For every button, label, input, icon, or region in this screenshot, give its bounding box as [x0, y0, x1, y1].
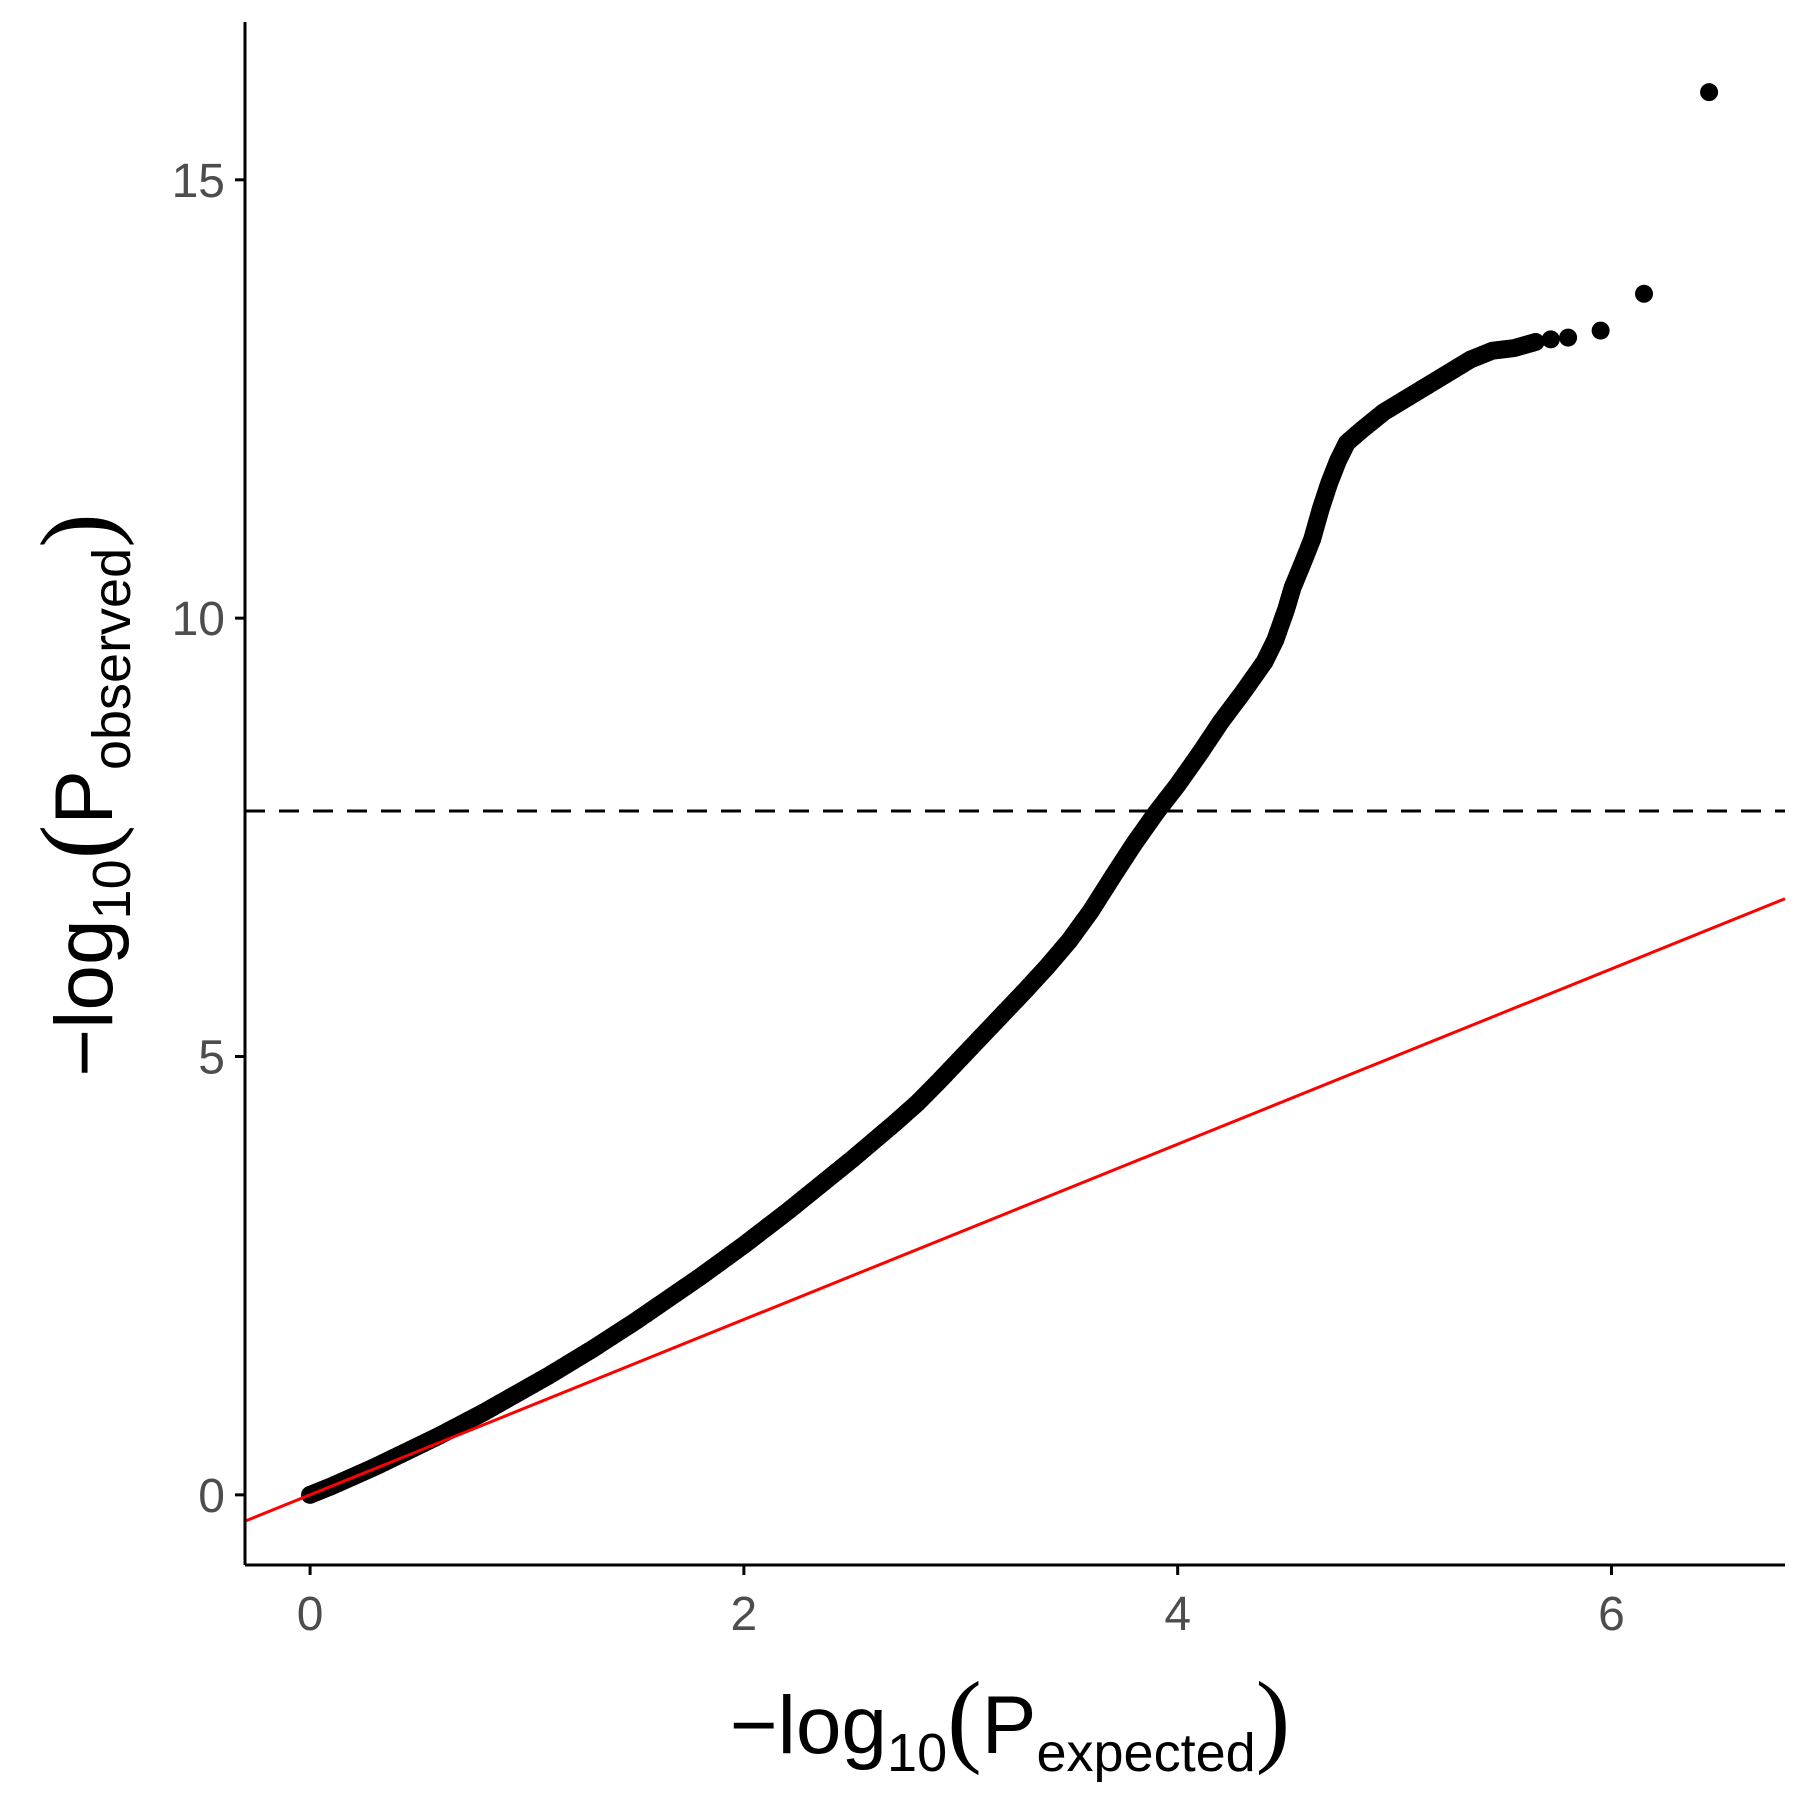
data-point	[1591, 321, 1610, 340]
x-axis-ticks: 0 2 4 6	[297, 1565, 1625, 1641]
y-axis-title: −log10(Pobserved)	[20, 513, 142, 1077]
x-axis-title-prefix: −log	[730, 1680, 887, 1771]
data-point	[1635, 284, 1654, 303]
x-axis-title-symbol-subscript: expected	[1036, 1723, 1255, 1783]
data-point	[1541, 330, 1560, 349]
y-axis-title-open-paren: (	[20, 825, 135, 860]
data-point	[1526, 332, 1545, 351]
x-axis-title-symbol: P	[982, 1680, 1037, 1771]
y-axis-ticks: 0 5 10 15	[172, 155, 245, 1523]
y-tick-label: 10	[172, 593, 225, 646]
x-axis-title-subscript: 10	[887, 1723, 947, 1783]
x-axis-title: −log10(Pexpected)	[730, 1661, 1291, 1783]
data-points	[301, 83, 1719, 1504]
data-point	[1700, 83, 1719, 102]
x-tick-label: 0	[297, 1588, 324, 1641]
x-tick-label: 4	[1164, 1588, 1191, 1641]
x-axis-title-close-paren: )	[1256, 1661, 1291, 1776]
y-axis-title-subscript: 10	[82, 859, 142, 919]
y-axis-title-prefix: −log	[39, 919, 130, 1076]
reference-line	[244, 897, 1786, 1523]
y-axis-title-symbol: P	[39, 770, 130, 825]
y-tick-label: 0	[198, 1470, 225, 1523]
data-point	[1559, 328, 1578, 347]
x-axis-title-open-paren: (	[947, 1661, 982, 1776]
x-tick-label: 2	[731, 1588, 758, 1641]
y-axis-title-symbol-subscript: observed	[82, 548, 142, 770]
y-tick-label: 15	[172, 155, 225, 208]
x-tick-label: 6	[1598, 1588, 1625, 1641]
y-axis-title-close-paren: )	[20, 513, 135, 548]
y-tick-label: 5	[198, 1032, 225, 1085]
